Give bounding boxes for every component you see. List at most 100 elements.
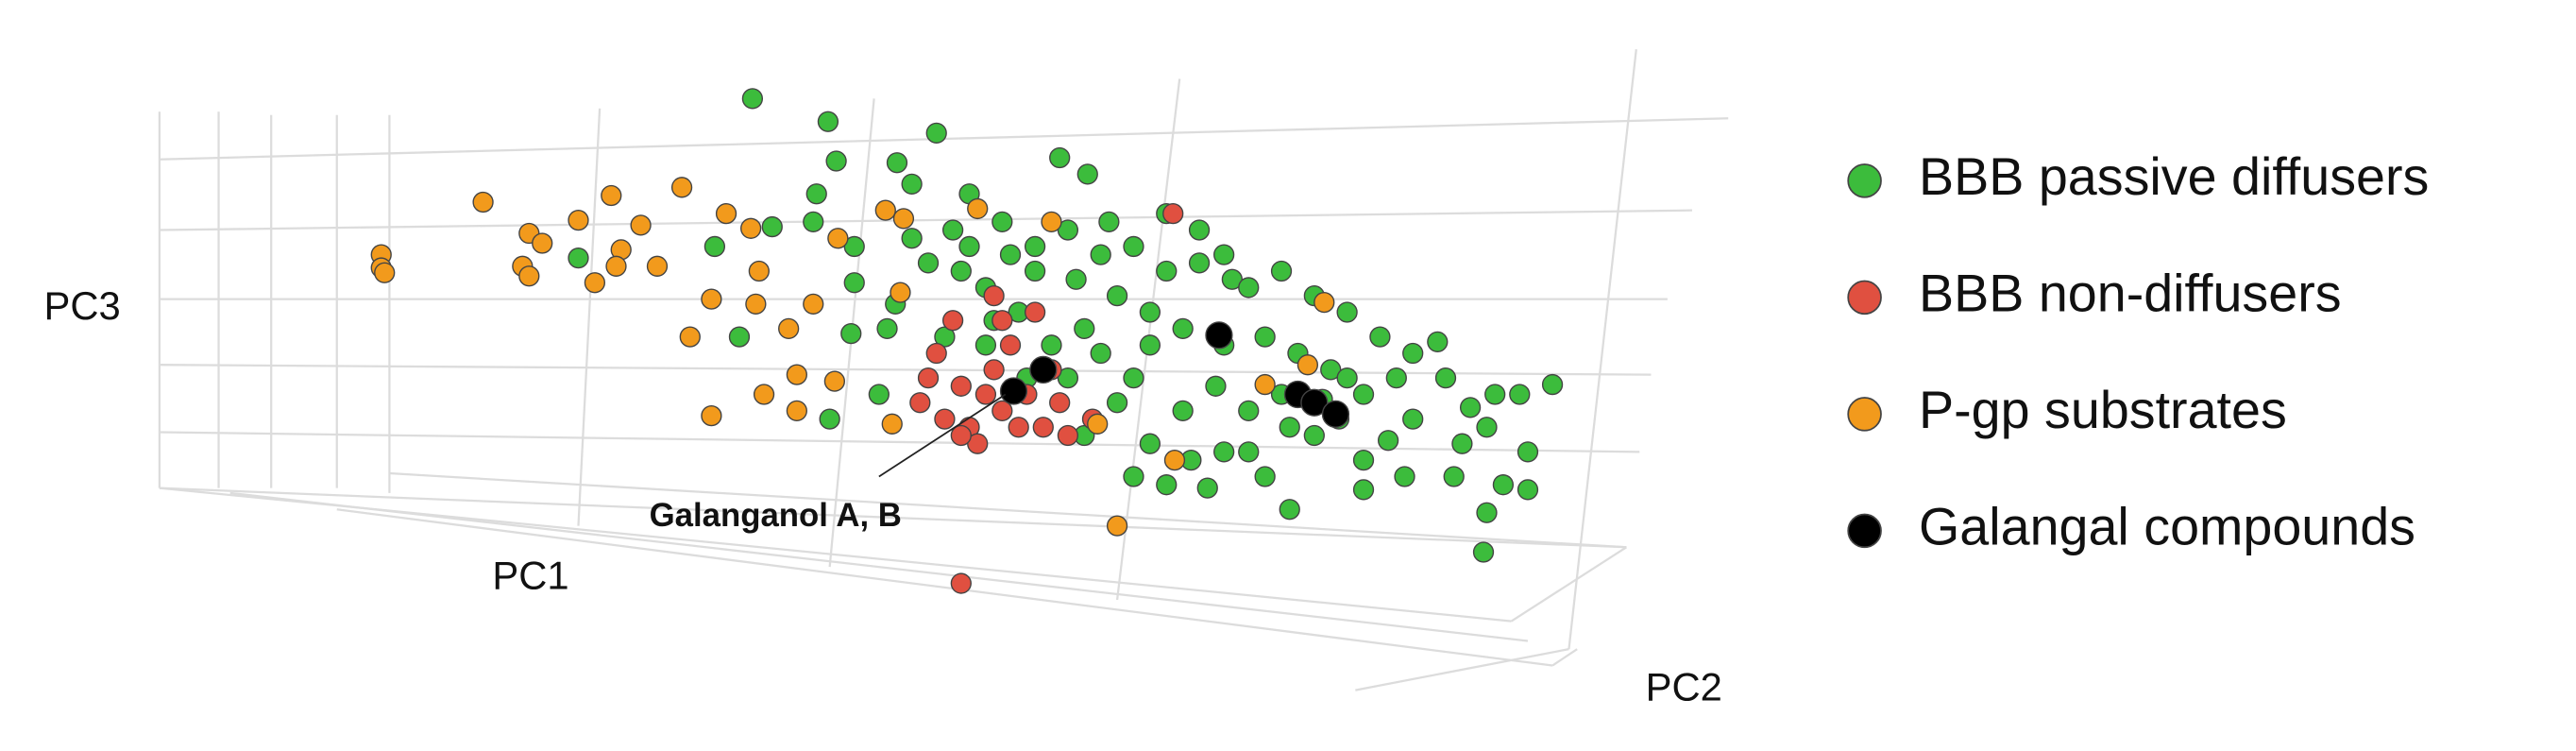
data-point (741, 88, 764, 110)
data-point (1320, 359, 1342, 381)
data-point (1090, 342, 1111, 365)
data-point (1254, 373, 1276, 396)
data-point (630, 214, 652, 236)
data-point (983, 359, 1005, 381)
data-point (892, 208, 915, 230)
data-point (1032, 417, 1054, 438)
data-point (1517, 441, 1539, 463)
data-point (1492, 474, 1515, 496)
data-point (967, 197, 989, 220)
data-point (1041, 334, 1062, 356)
data-point (843, 235, 865, 258)
data-point (974, 334, 997, 356)
data-point (1313, 291, 1335, 314)
data-point (1057, 424, 1079, 447)
data-point (1476, 502, 1498, 523)
legend: BBB passive diffusers BBB non-diffusers P-… (1847, 147, 2429, 556)
data-point (1394, 466, 1415, 487)
legend-label: BBB non-diffusers (1919, 265, 2342, 323)
data-point (761, 215, 783, 238)
data-point (950, 572, 972, 594)
data-point (1221, 268, 1243, 290)
data-point (840, 323, 862, 345)
axis-label: PC1 (492, 553, 568, 597)
data-point (1098, 211, 1120, 232)
data-point (1238, 277, 1260, 299)
data-point (901, 173, 923, 195)
data-point (1057, 219, 1079, 241)
data-point (1024, 301, 1046, 323)
data-point (1270, 260, 1293, 282)
data-point (1188, 252, 1211, 274)
data-point (701, 288, 722, 310)
data-point (803, 211, 824, 232)
data-point (679, 326, 701, 348)
data-point (740, 217, 762, 239)
data-point (1451, 433, 1473, 454)
data-point (1213, 244, 1235, 265)
legend-label: BBB passive diffusers (1919, 147, 2429, 206)
data-point (1123, 235, 1144, 258)
data-point (1076, 163, 1098, 185)
data-point (925, 342, 947, 365)
data-point (1352, 449, 1375, 471)
data-point (584, 272, 606, 294)
data-point (1254, 466, 1276, 487)
data-point (1188, 219, 1211, 241)
annotation: Galanganol A, B (650, 498, 902, 534)
data-point (1123, 466, 1144, 487)
data-point (917, 252, 940, 274)
data-point (1238, 400, 1260, 422)
data-point (1024, 260, 1046, 282)
data-point (1172, 400, 1194, 422)
data-point (925, 122, 947, 145)
data-point (1484, 384, 1506, 405)
data-point (941, 219, 964, 241)
data-point (518, 265, 540, 287)
data-point (568, 247, 589, 269)
data-point (827, 228, 849, 249)
data-point (999, 377, 1028, 405)
data-point (974, 384, 997, 405)
data-point (1238, 441, 1260, 463)
legend-marker (1847, 163, 1882, 198)
data-point (1254, 326, 1276, 348)
data-point (374, 262, 396, 283)
data-point (890, 282, 911, 303)
data-point (874, 199, 896, 221)
data-point (805, 183, 827, 205)
data-point (786, 400, 807, 422)
data-point (715, 203, 737, 225)
data-point (1049, 392, 1071, 414)
data-point (991, 211, 1013, 232)
data-point (1509, 384, 1531, 405)
data-point (1041, 211, 1062, 232)
data-point (868, 384, 890, 405)
data-point (1369, 326, 1391, 348)
data-point (1090, 244, 1111, 265)
data-point (1057, 367, 1079, 389)
data-point (1087, 413, 1109, 435)
data-point (1402, 408, 1424, 430)
legend-marker (1847, 397, 1882, 432)
data-point (1402, 342, 1424, 365)
data-point (1123, 367, 1144, 389)
data-point (1336, 367, 1358, 389)
data-point (701, 404, 722, 427)
data-point (753, 384, 775, 405)
data-point (1106, 392, 1128, 414)
data-point (983, 284, 1005, 307)
data-point (967, 433, 989, 454)
grid-box (158, 49, 1729, 691)
data-point (1213, 441, 1235, 463)
data-point (532, 232, 553, 254)
data-point (1065, 268, 1087, 290)
data-point (803, 293, 824, 315)
data-point (605, 255, 627, 277)
data-point (999, 244, 1022, 265)
data-point (1352, 479, 1375, 501)
data-point (1049, 146, 1071, 169)
data-point (1162, 203, 1184, 225)
data-point (1472, 541, 1495, 563)
